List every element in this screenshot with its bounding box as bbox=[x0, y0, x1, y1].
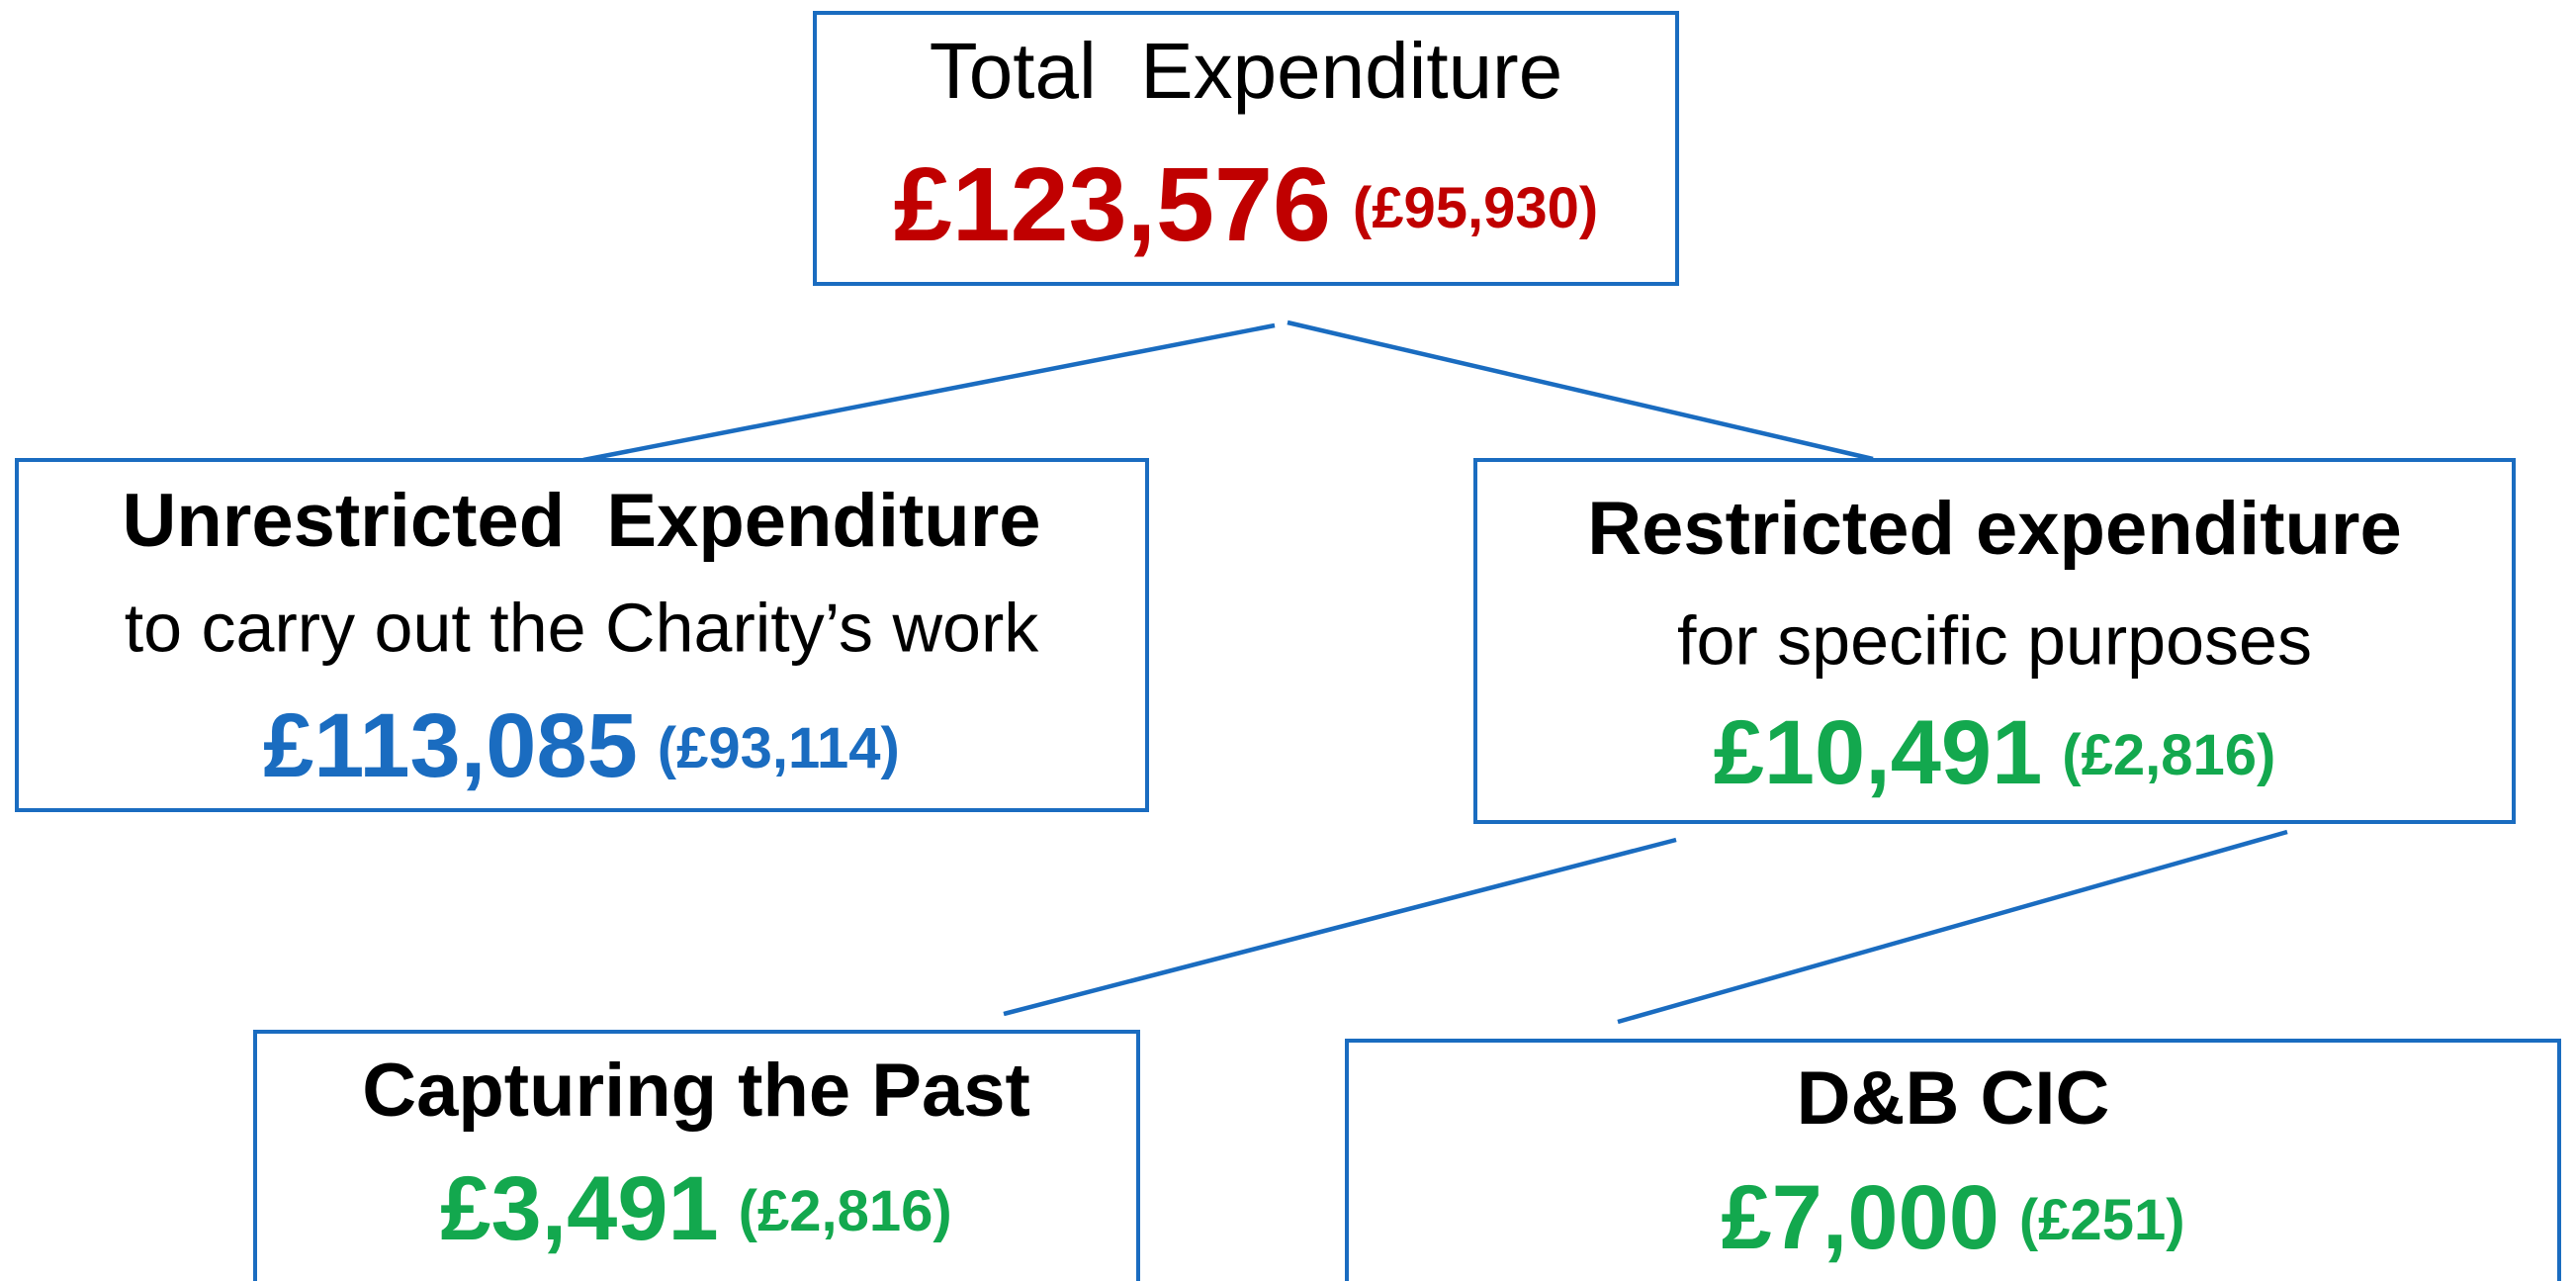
node-subtitle: for specific purposes bbox=[1677, 601, 2312, 679]
node-title: Restricted expenditure bbox=[1587, 487, 2402, 571]
node-amount: £113,085 bbox=[263, 695, 638, 796]
node-box bbox=[1473, 458, 2516, 824]
node-prior: (£2,816) bbox=[2062, 723, 2275, 787]
node-box bbox=[1345, 1039, 2561, 1281]
node-amount-line: £3,491 (£2,816) bbox=[440, 1158, 951, 1259]
node-amount-line: £7,000 (£251) bbox=[1721, 1167, 2184, 1268]
node-amount-line: £123,576 (£95,930) bbox=[894, 146, 1598, 263]
node-title: Total Expenditure bbox=[930, 27, 1562, 115]
node-amount-line: £10,491 (£2,816) bbox=[1714, 702, 2276, 803]
connector bbox=[582, 322, 1276, 463]
node-title: Capturing the Past bbox=[362, 1049, 1030, 1133]
node-box bbox=[253, 1030, 1140, 1281]
node-amount: £3,491 bbox=[440, 1158, 718, 1259]
node-box bbox=[813, 11, 1679, 286]
node-amount-line: £113,085 (£93,114) bbox=[263, 695, 900, 796]
node-subtitle: to carry out the Charity’s work bbox=[125, 589, 1040, 666]
connector bbox=[1003, 837, 1677, 1017]
node-box bbox=[15, 458, 1149, 812]
node-title: D&B CIC bbox=[1797, 1056, 2110, 1141]
node-title: Unrestricted Expenditure bbox=[122, 479, 1040, 563]
node-prior: (£93,114) bbox=[658, 716, 900, 780]
node-amount: £10,491 bbox=[1714, 702, 2043, 803]
node-amount: £123,576 bbox=[894, 146, 1331, 263]
connector bbox=[1287, 320, 1874, 462]
node-prior: (£95,930) bbox=[1353, 176, 1598, 240]
node-prior: (£251) bbox=[2019, 1188, 2185, 1252]
node-amount: £7,000 bbox=[1721, 1167, 1999, 1268]
node-prior: (£2,816) bbox=[739, 1179, 952, 1243]
connector bbox=[1617, 829, 2288, 1025]
